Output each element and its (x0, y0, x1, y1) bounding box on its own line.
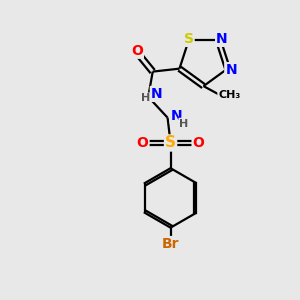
Text: Br: Br (162, 237, 179, 251)
Text: O: O (137, 136, 148, 150)
Text: H: H (179, 118, 189, 129)
Text: N: N (216, 32, 228, 46)
Text: O: O (193, 136, 204, 150)
Text: CH₃: CH₃ (218, 90, 241, 100)
Text: H: H (141, 93, 150, 103)
Text: S: S (184, 32, 194, 46)
Text: N: N (171, 109, 182, 123)
Text: O: O (131, 44, 143, 58)
Text: S: S (165, 135, 176, 150)
Text: N: N (151, 87, 162, 101)
Text: N: N (225, 63, 237, 77)
